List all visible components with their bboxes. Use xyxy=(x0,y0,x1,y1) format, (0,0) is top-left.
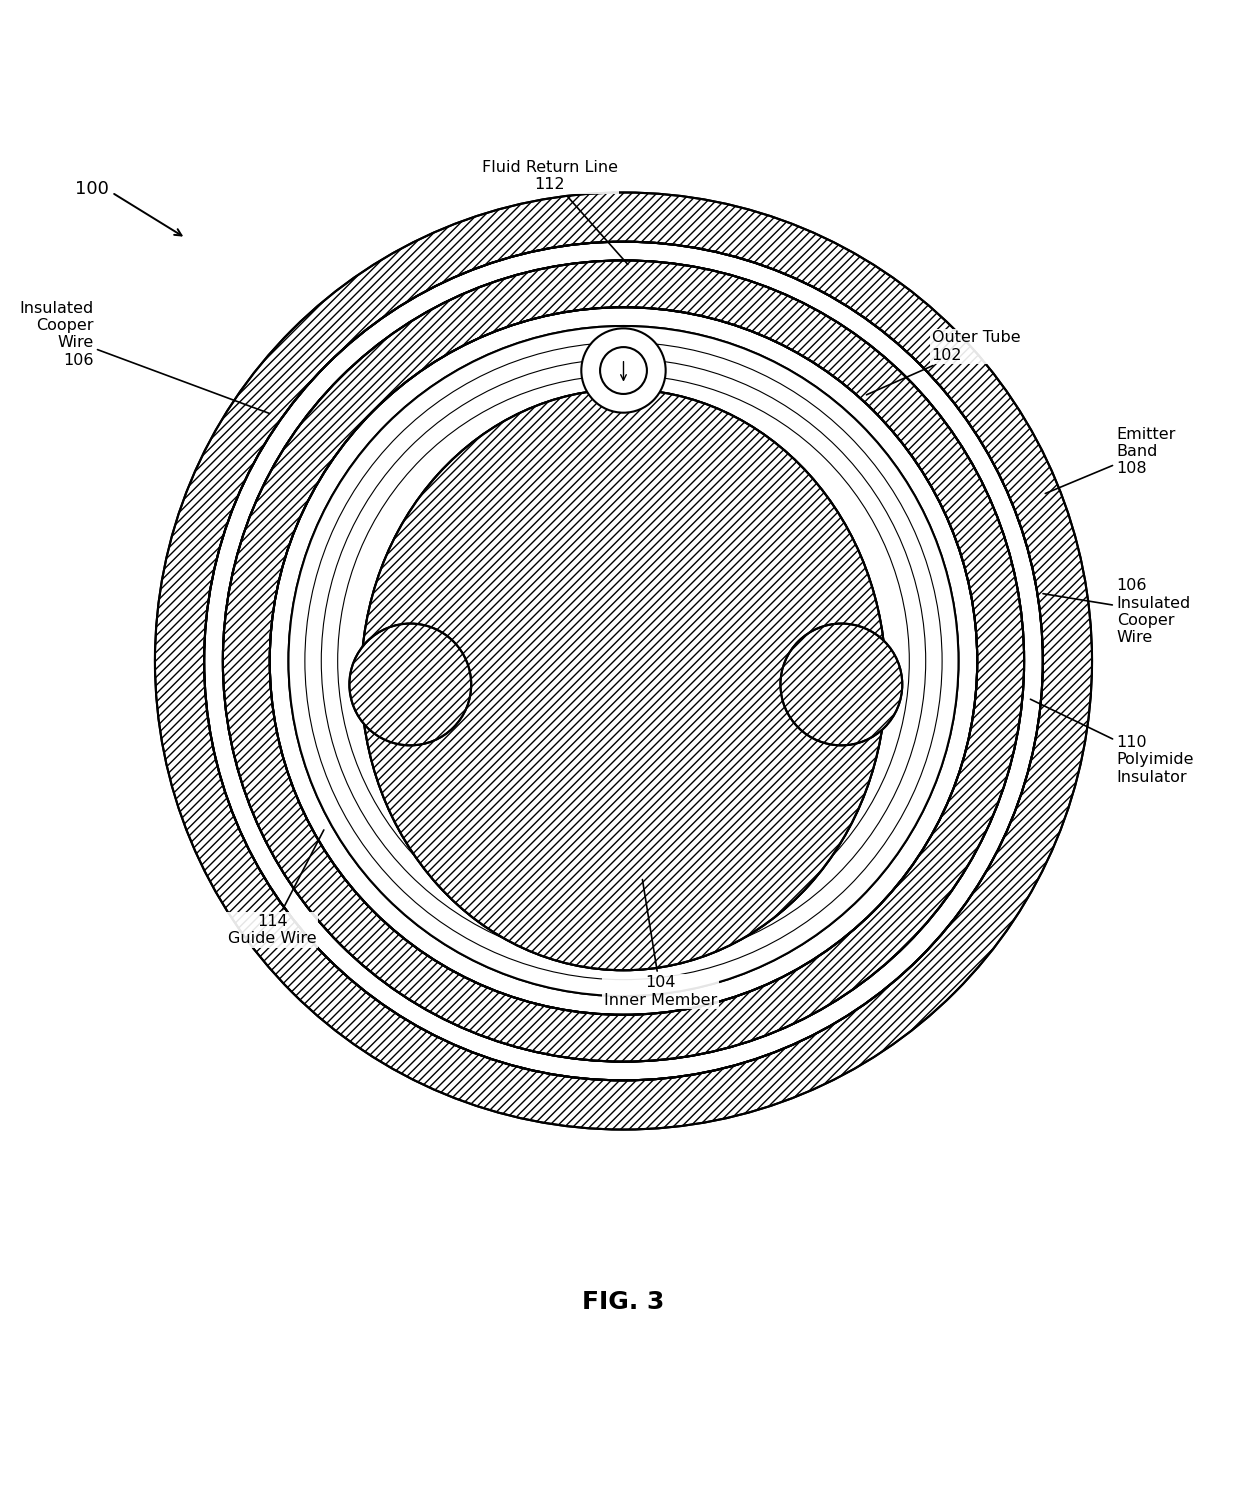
Circle shape xyxy=(223,261,1024,1061)
Circle shape xyxy=(155,193,1092,1130)
Text: Emitter
Band
108: Emitter Band 108 xyxy=(1045,426,1176,493)
Text: 114
Guide Wire: 114 Guide Wire xyxy=(228,830,324,946)
Circle shape xyxy=(780,624,903,746)
Text: 100: 100 xyxy=(74,181,109,197)
Circle shape xyxy=(205,241,1043,1081)
Circle shape xyxy=(600,347,647,393)
Ellipse shape xyxy=(361,389,885,971)
Text: FIG. 3: FIG. 3 xyxy=(583,1290,665,1314)
Text: 106
Insulated
Cooper
Wire: 106 Insulated Cooper Wire xyxy=(1043,579,1190,645)
Text: Fluid Return Line
112: Fluid Return Line 112 xyxy=(481,160,627,264)
Circle shape xyxy=(350,624,471,746)
Circle shape xyxy=(270,307,977,1014)
Text: 110
Polyimide
Insulator: 110 Polyimide Insulator xyxy=(1030,699,1194,785)
Ellipse shape xyxy=(398,426,848,933)
Circle shape xyxy=(582,329,666,413)
Text: Outer Tube
102: Outer Tube 102 xyxy=(867,330,1021,395)
Text: 104
Inner Member: 104 Inner Member xyxy=(604,880,717,1008)
Circle shape xyxy=(289,326,959,996)
Text: Insulated
Cooper
Wire
106: Insulated Cooper Wire 106 xyxy=(19,301,269,413)
Ellipse shape xyxy=(361,389,885,971)
